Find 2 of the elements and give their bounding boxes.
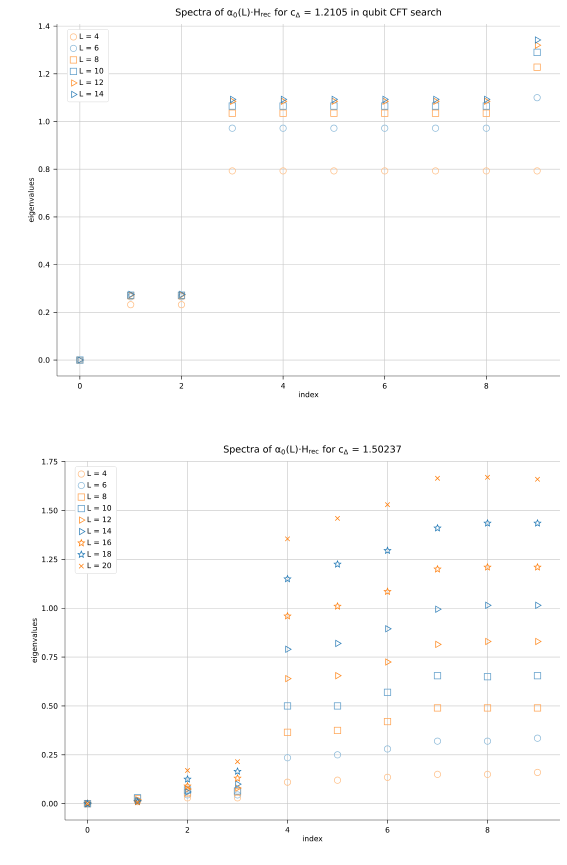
chart-title: Spectra of α$_{0}$(L)·H$_{rec}$ for c$_{Δ}$ = 1.50237 xyxy=(224,445,401,454)
chart-title: Spectra of α$_{0}$(L)·H$_{rec}$ for c$_{Δ}$ = 1.2105 in qubit CFT search xyxy=(176,8,441,18)
